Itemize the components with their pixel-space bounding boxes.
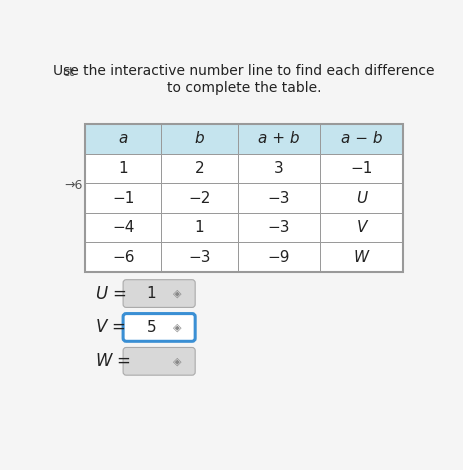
FancyBboxPatch shape bbox=[123, 280, 195, 307]
Bar bbox=[85, 154, 161, 183]
Bar bbox=[85, 124, 161, 154]
Text: a − b: a − b bbox=[340, 132, 382, 147]
FancyBboxPatch shape bbox=[123, 347, 195, 375]
Text: −3: −3 bbox=[267, 190, 289, 205]
Bar bbox=[161, 124, 237, 154]
Text: −9: −9 bbox=[267, 250, 289, 265]
Text: −6: −6 bbox=[112, 250, 134, 265]
Bar bbox=[237, 243, 319, 272]
Bar bbox=[319, 243, 402, 272]
Text: −4: −4 bbox=[112, 220, 134, 235]
Text: ct: ct bbox=[62, 66, 74, 78]
Text: a: a bbox=[119, 132, 128, 147]
Text: −3: −3 bbox=[267, 220, 289, 235]
Text: 5: 5 bbox=[146, 320, 156, 335]
Bar bbox=[237, 213, 319, 243]
Text: $\it{V}$ =: $\it{V}$ = bbox=[95, 319, 126, 337]
Bar bbox=[85, 124, 402, 272]
Text: U: U bbox=[355, 190, 366, 205]
Bar bbox=[85, 213, 161, 243]
Text: −2: −2 bbox=[188, 190, 210, 205]
Text: −1: −1 bbox=[350, 161, 372, 176]
Bar bbox=[319, 183, 402, 213]
Bar bbox=[161, 243, 237, 272]
Text: $\it{W}$ =: $\it{W}$ = bbox=[95, 352, 131, 370]
Text: $\it{U}$ =: $\it{U}$ = bbox=[95, 284, 126, 303]
Text: 1: 1 bbox=[194, 220, 204, 235]
Bar bbox=[319, 154, 402, 183]
Text: W: W bbox=[353, 250, 369, 265]
Bar bbox=[319, 124, 402, 154]
Text: b: b bbox=[194, 132, 204, 147]
Text: 1: 1 bbox=[146, 286, 156, 301]
Bar bbox=[237, 124, 319, 154]
Text: −1: −1 bbox=[112, 190, 134, 205]
Bar bbox=[85, 183, 161, 213]
Bar bbox=[85, 243, 161, 272]
Text: V: V bbox=[356, 220, 366, 235]
Bar bbox=[161, 183, 237, 213]
Text: 3: 3 bbox=[274, 161, 283, 176]
Text: a + b: a + b bbox=[257, 132, 299, 147]
Text: 2: 2 bbox=[194, 161, 204, 176]
Text: to complete the table.: to complete the table. bbox=[166, 81, 320, 95]
Text: →6: →6 bbox=[64, 179, 82, 192]
Text: 1: 1 bbox=[118, 161, 128, 176]
Bar bbox=[237, 154, 319, 183]
Text: ◈: ◈ bbox=[173, 322, 181, 332]
Bar bbox=[161, 154, 237, 183]
FancyBboxPatch shape bbox=[123, 313, 195, 341]
Bar bbox=[237, 183, 319, 213]
Text: −3: −3 bbox=[188, 250, 210, 265]
Text: ◈: ◈ bbox=[173, 356, 181, 366]
Text: Use the interactive number line to find each difference: Use the interactive number line to find … bbox=[53, 64, 434, 78]
Bar bbox=[319, 213, 402, 243]
Text: ◈: ◈ bbox=[173, 289, 181, 298]
Bar bbox=[161, 213, 237, 243]
